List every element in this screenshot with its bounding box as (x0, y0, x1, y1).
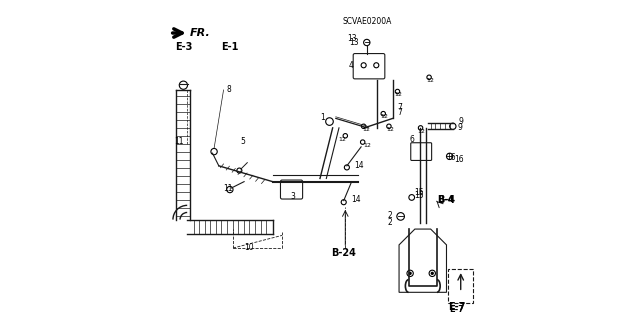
FancyBboxPatch shape (448, 269, 474, 303)
Text: E-3: E-3 (175, 42, 192, 52)
Text: 5: 5 (240, 137, 244, 146)
Text: 14: 14 (351, 195, 361, 204)
Text: 7: 7 (397, 108, 403, 116)
Text: 12: 12 (394, 92, 403, 97)
Text: 2: 2 (387, 211, 392, 220)
Text: 9: 9 (458, 123, 463, 132)
Text: 8: 8 (227, 85, 232, 93)
Text: 16: 16 (447, 153, 456, 162)
Text: 1: 1 (320, 113, 324, 122)
Text: 12: 12 (387, 127, 394, 132)
Text: 10: 10 (244, 243, 253, 252)
Text: E-7: E-7 (448, 302, 465, 312)
Text: 12: 12 (363, 143, 371, 148)
Text: 14: 14 (354, 161, 364, 170)
Text: 3: 3 (291, 192, 296, 201)
Text: SCVAE0200A: SCVAE0200A (343, 17, 392, 26)
Text: 15: 15 (414, 191, 424, 200)
Text: B-24: B-24 (332, 248, 356, 258)
Text: 6: 6 (410, 135, 415, 144)
Text: 7: 7 (397, 102, 403, 112)
Text: 11: 11 (174, 137, 184, 146)
Text: 4: 4 (349, 61, 354, 70)
Text: 13: 13 (349, 38, 358, 47)
Text: 16: 16 (454, 155, 464, 164)
Circle shape (431, 272, 433, 274)
Text: E-7: E-7 (449, 305, 464, 314)
Text: 15: 15 (414, 188, 424, 197)
Text: FR.: FR. (189, 28, 211, 38)
Text: 9: 9 (458, 117, 463, 126)
Polygon shape (399, 229, 447, 292)
Text: 12: 12 (339, 137, 347, 142)
Circle shape (409, 272, 411, 274)
Text: 12: 12 (362, 127, 370, 132)
FancyBboxPatch shape (280, 180, 303, 199)
Text: 12: 12 (380, 115, 388, 119)
FancyBboxPatch shape (353, 54, 385, 79)
Text: E-1: E-1 (221, 42, 239, 52)
Text: 2: 2 (387, 218, 392, 227)
Text: B-4: B-4 (437, 195, 455, 205)
Text: 11: 11 (223, 184, 233, 193)
Text: 12: 12 (426, 78, 434, 83)
Text: B-4: B-4 (437, 195, 454, 204)
Text: 12: 12 (417, 129, 425, 134)
Text: 13: 13 (348, 34, 357, 43)
FancyBboxPatch shape (411, 143, 431, 160)
